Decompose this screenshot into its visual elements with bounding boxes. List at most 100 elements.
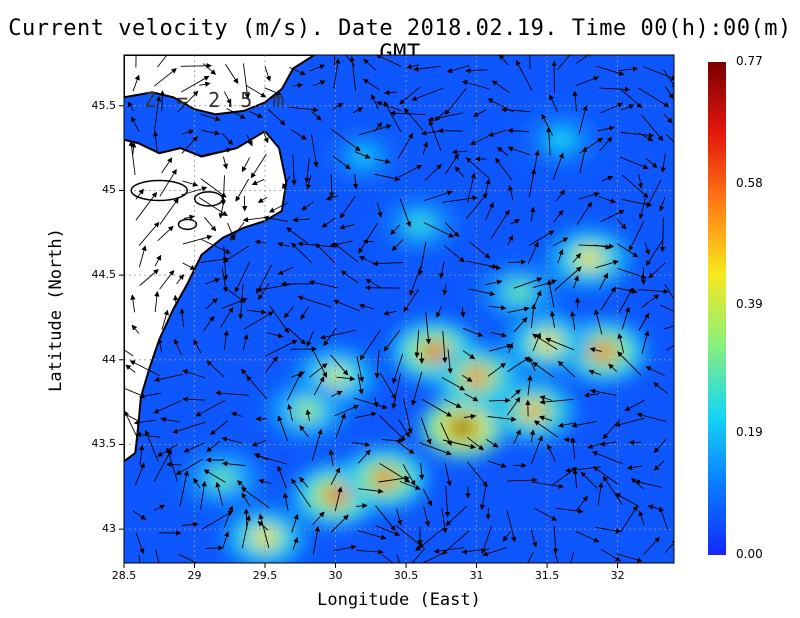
velocity-arrow [592,466,619,485]
velocity-arrow [529,206,536,222]
velocity-arrow [580,471,598,489]
velocity-arrow [226,108,246,119]
velocity-arrow [201,147,233,156]
velocity-arrow [175,458,204,475]
velocity-arrow [576,201,592,225]
velocity-arrow [443,398,462,408]
velocity-arrow [578,191,600,200]
velocity-arrow [532,332,542,352]
velocity-arrow [589,388,617,396]
lagoon-outline [130,179,189,202]
velocity-arrow [230,411,243,417]
velocity-arrow [335,412,346,439]
velocity-arrow [356,503,368,509]
velocity-arrow [619,156,649,170]
velocity-arrow [482,546,507,557]
velocity-arrow [264,339,298,357]
velocity-arrow [373,158,391,164]
velocity-arrow [570,551,575,563]
y-axis-label: Latitude (North) [46,228,66,392]
velocity-arrow [312,525,320,555]
velocity-arrow [379,415,406,441]
velocity-arrow [469,136,489,146]
velocity-arrow [407,548,426,563]
velocity-arrow [533,279,558,289]
velocity-arrow [127,101,134,112]
velocity-arrow [402,464,416,486]
velocity-arrow [445,222,460,238]
colorbar-tick-label: 0.19 [736,425,763,440]
velocity-arrow [277,415,289,442]
velocity-arrow [328,174,335,198]
velocity-arrow [417,241,427,276]
velocity-arrow [332,102,344,110]
velocity-arrow [352,173,359,190]
velocity-arrow [620,104,635,111]
velocity-arrow [644,242,651,256]
velocity-arrow [241,492,251,507]
velocity-arrow [333,299,361,312]
velocity-arrow [311,428,323,461]
velocity-arrow [638,510,645,526]
velocity-arrow [222,156,228,170]
velocity-arrow [203,469,226,483]
velocity-arrow [371,93,379,110]
velocity-arrow [620,132,655,138]
velocity-arrow [331,128,361,152]
velocity-arrow [616,218,627,230]
velocity-arrow [539,398,574,405]
velocity-arrow [412,65,441,72]
velocity-arrow [304,157,310,184]
velocity-arrow [340,270,359,284]
velocity-arrow [553,548,559,563]
velocity-arrow [242,333,249,351]
velocity-arrow [506,396,521,416]
velocity-arrow [312,349,328,378]
velocity-arrow [166,461,182,468]
velocity-arrow [287,403,293,421]
velocity-arrow [444,245,465,263]
velocity-arrow [365,278,381,288]
velocity-arrow [595,65,625,76]
velocity-arrow [555,189,566,202]
velocity-arrow [424,190,453,201]
velocity-arrow [131,116,140,133]
y-tick-label: 44.5 [91,268,117,282]
velocity-arrow [485,201,494,220]
velocity-arrow [487,416,517,422]
velocity-arrow [578,105,588,135]
velocity-arrow [312,80,326,87]
velocity-arrow [413,552,445,563]
speed-hotspot [449,417,476,438]
velocity-arrow [378,475,410,483]
velocity-arrow [638,132,654,142]
velocity-arrow [153,68,177,87]
velocity-arrow [159,197,179,225]
velocity-arrow [292,537,299,550]
velocity-arrow [139,269,159,286]
velocity-arrow [202,315,215,332]
velocity-arrow [447,349,453,374]
velocity-arrow [154,291,160,312]
velocity-arrow [554,266,582,291]
velocity-arrow [436,306,442,318]
velocity-arrow [462,327,484,337]
y-tick-label: 45.5 [91,98,117,112]
velocity-arrow [433,547,465,554]
velocity-arrow [308,279,338,289]
velocity-arrow [528,168,537,198]
velocity-arrow [628,220,645,252]
velocity-arrow [402,398,413,434]
velocity-arrow [597,125,615,132]
velocity-arrow [246,134,253,147]
velocity-arrow [132,74,140,92]
velocity-arrow [530,303,537,329]
velocity-arrow [193,477,201,489]
velocity-arrow [444,153,459,175]
velocity-arrow [182,234,213,245]
velocity-arrow [249,111,264,118]
land-west [124,129,288,463]
velocity-arrow [325,195,338,201]
velocity-arrow [444,486,451,518]
x-axis-label: Longitude (East) [317,590,481,610]
